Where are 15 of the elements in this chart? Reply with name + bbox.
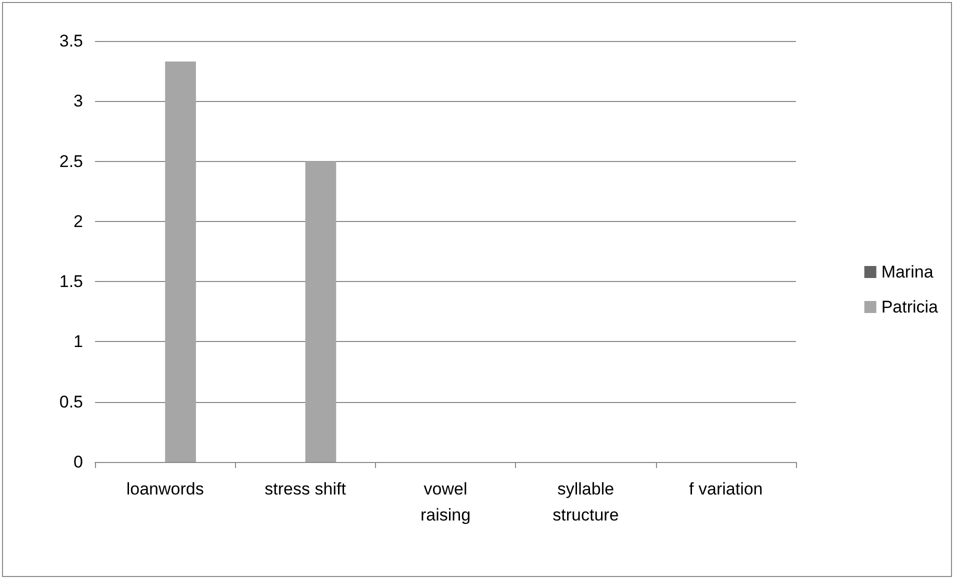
y-tick-label: 2 — [74, 212, 83, 231]
legend-label: Marina — [881, 262, 934, 282]
y-tick-label: 3.5 — [59, 32, 83, 50]
y-tick-label: 3 — [74, 92, 83, 111]
x-tick-label: loanwords — [126, 480, 204, 498]
y-tick-label: 0 — [74, 452, 83, 472]
x-tick-label: stress shift — [264, 480, 346, 498]
x-tick-label: vowel raising — [420, 480, 471, 524]
y-tick-label: 0.5 — [59, 392, 83, 412]
x-tick-label: syllable structure — [552, 480, 619, 524]
x-tick-label: f variation — [689, 480, 763, 498]
y-tick-label: 2.5 — [59, 152, 83, 171]
legend-label: Patricia — [881, 298, 939, 316]
y-tick-label: 1 — [74, 332, 83, 352]
y-tick-label: 1.5 — [59, 272, 83, 292]
